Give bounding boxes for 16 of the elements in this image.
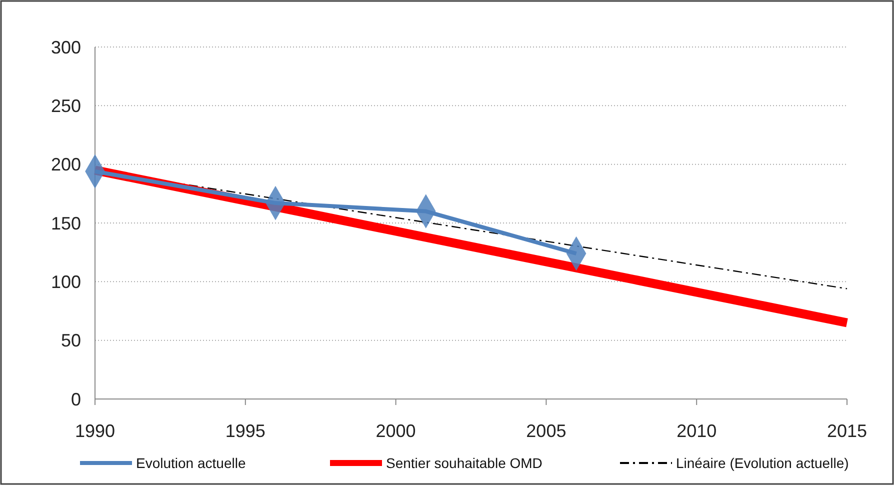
x-tick-label: 2000 — [376, 421, 416, 441]
y-tick-label: 150 — [50, 213, 81, 234]
x-tick-label: 2010 — [676, 421, 717, 441]
y-tick-label: 200 — [50, 154, 81, 175]
x-tick-label: 2015 — [826, 421, 868, 441]
legend-label: Sentier souhaitable OMD — [386, 454, 542, 471]
x-tick-label: 2005 — [526, 421, 566, 441]
y-tick-label: 100 — [50, 272, 81, 292]
y-tick-label: 300 — [50, 37, 81, 58]
x-tick-label: 1995 — [225, 421, 266, 441]
legend-label: Evolution actuelle — [136, 454, 246, 471]
legend-label: Linéaire (Evolution actuelle) — [676, 454, 849, 471]
y-tick-label: 50 — [60, 330, 81, 351]
x-tick-label: 1990 — [74, 421, 116, 441]
y-tick-label: 0 — [70, 389, 81, 410]
y-tick-label: 250 — [50, 96, 81, 116]
